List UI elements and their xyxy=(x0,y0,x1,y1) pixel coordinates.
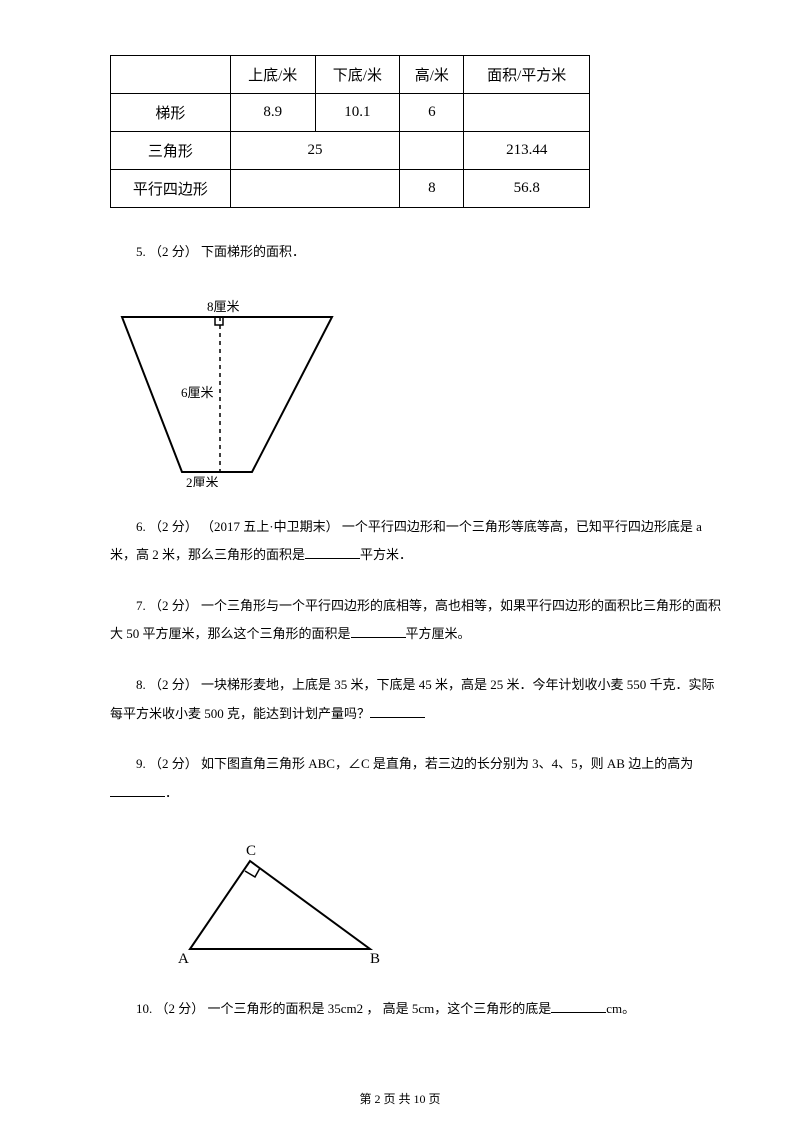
table-row: 平行四边形 8 56.8 xyxy=(111,170,590,208)
cell: 8 xyxy=(400,170,464,208)
trap-bottom-label: 2厘米 xyxy=(186,475,219,487)
cell xyxy=(400,132,464,170)
table-row: 三角形 25 213.44 xyxy=(111,132,590,170)
table-row: 梯形 8.9 10.1 6 xyxy=(111,94,590,132)
row-label: 三角形 xyxy=(111,132,231,170)
trap-height-label: 6厘米 xyxy=(181,385,214,400)
question-5: 5. （2 分） 下面梯形的面积． xyxy=(110,238,725,267)
triangle-figure: C A B xyxy=(170,839,400,969)
question-10: 10. （2 分） 一个三角形的面积是 35cm2 ， 高是 5cm，这个三角形… xyxy=(110,995,725,1024)
trapezoid-outline xyxy=(122,317,332,472)
right-angle-marker xyxy=(245,868,260,877)
q5-text: 5. （2 分） 下面梯形的面积． xyxy=(136,244,305,259)
cell xyxy=(464,94,590,132)
th-height: 高/米 xyxy=(400,56,464,94)
row-label: 梯形 xyxy=(111,94,231,132)
q9-text-b: ． xyxy=(165,785,178,800)
triangle-outline xyxy=(190,861,370,949)
q7-blank xyxy=(351,624,406,638)
cell: 56.8 xyxy=(464,170,590,208)
cell: 8.9 xyxy=(230,94,315,132)
page-footer: 第 2 页 共 10 页 xyxy=(0,1090,800,1107)
q6-text-b: 平方米． xyxy=(360,547,412,562)
label-b: B xyxy=(370,951,380,967)
q10-text-b: cm。 xyxy=(606,1001,635,1016)
q9-blank xyxy=(110,783,165,797)
question-8: 8. （2 分） 一块梯形麦地，上底是 35 米，下底是 45 米，高是 25 … xyxy=(110,671,725,728)
cell: 10.1 xyxy=(315,94,400,132)
cell: 213.44 xyxy=(464,132,590,170)
th-bottom: 下底/米 xyxy=(315,56,400,94)
q8-blank xyxy=(370,704,425,718)
q6-blank xyxy=(305,545,360,559)
q10-blank xyxy=(551,999,606,1013)
trap-top-label: 8厘米 xyxy=(207,299,240,314)
cell: 6 xyxy=(400,94,464,132)
q7-text-b: 平方厘米。 xyxy=(406,626,471,641)
cell-merged xyxy=(230,170,399,208)
table-header-row: 上底/米 下底/米 高/米 面积/平方米 xyxy=(111,56,590,94)
cell-merged: 25 xyxy=(230,132,399,170)
trapezoid-figure: 8厘米 6厘米 2厘米 xyxy=(112,297,352,487)
question-9: 9. （2 分） 如下图直角三角形 ABC，∠C 是直角，若三边的长分别为 3、… xyxy=(110,750,725,807)
th-blank xyxy=(111,56,231,94)
q10-text-a: 10. （2 分） 一个三角形的面积是 35cm2 ， 高是 5cm，这个三角形… xyxy=(136,1001,551,1016)
q9-text-a: 9. （2 分） 如下图直角三角形 ABC，∠C 是直角，若三边的长分别为 3、… xyxy=(136,756,693,771)
page-number: 第 2 页 共 10 页 xyxy=(359,1092,440,1106)
th-top: 上底/米 xyxy=(230,56,315,94)
shape-table: 上底/米 下底/米 高/米 面积/平方米 梯形 8.9 10.1 6 三角形 2… xyxy=(110,55,590,208)
th-area: 面积/平方米 xyxy=(464,56,590,94)
label-c: C xyxy=(246,843,256,859)
row-label: 平行四边形 xyxy=(111,170,231,208)
right-angle-marker xyxy=(215,317,223,325)
label-a: A xyxy=(178,951,189,967)
question-6: 6. （2 分） （2017 五上·中卫期末） 一个平行四边形和一个三角形等底等… xyxy=(110,513,725,570)
question-7: 7. （2 分） 一个三角形与一个平行四边形的底相等，高也相等，如果平行四边形的… xyxy=(110,592,725,649)
